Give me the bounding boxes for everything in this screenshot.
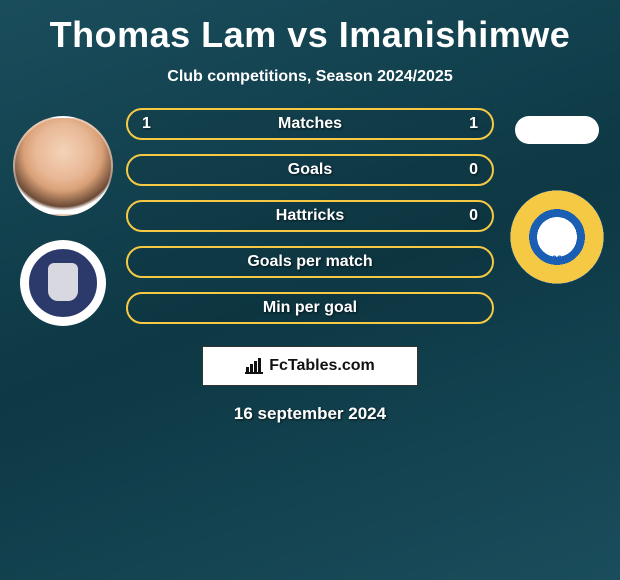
club-badge-right: 1930 <box>510 190 604 284</box>
chart-icon <box>245 358 263 374</box>
stat-label: Min per goal <box>263 299 357 317</box>
generation-date: 16 september 2024 <box>234 404 386 424</box>
stat-label: Goals <box>288 161 332 179</box>
content-row: 1 Matches 1 Goals 0 Hattricks 0 Goals pe… <box>0 116 620 326</box>
player-right-photo <box>515 116 599 144</box>
stat-row-matches: 1 Matches 1 <box>126 108 494 140</box>
player-right-column: 1930 <box>502 116 612 284</box>
brand-text: FcTables.com <box>269 357 375 375</box>
page-title: Thomas Lam vs Imanishimwe <box>50 14 571 56</box>
stat-label: Hattricks <box>276 207 344 225</box>
club-badge-left <box>20 240 106 326</box>
stat-row-min-per-goal: Min per goal <box>126 292 494 324</box>
stat-right-value: 1 <box>458 115 478 133</box>
stat-left-value: 1 <box>142 115 162 133</box>
player-left-column <box>8 116 118 326</box>
season-subtitle: Club competitions, Season 2024/2025 <box>167 68 452 86</box>
comparison-card: Thomas Lam vs Imanishimwe Club competiti… <box>0 0 620 434</box>
stats-column: 1 Matches 1 Goals 0 Hattricks 0 Goals pe… <box>118 108 502 324</box>
stat-row-goals: Goals 0 <box>126 154 494 186</box>
brand-attribution[interactable]: FcTables.com <box>202 346 418 386</box>
stat-right-value: 0 <box>458 161 478 179</box>
player-left-photo <box>13 116 113 216</box>
club-badge-left-inner <box>26 246 100 320</box>
stat-right-value: 0 <box>458 207 478 225</box>
stat-row-goals-per-match: Goals per match <box>126 246 494 278</box>
stat-label: Matches <box>278 115 342 133</box>
stat-row-hattricks: Hattricks 0 <box>126 200 494 232</box>
stat-label: Goals per match <box>247 253 372 271</box>
club-badge-right-year: 1930 <box>547 254 567 264</box>
